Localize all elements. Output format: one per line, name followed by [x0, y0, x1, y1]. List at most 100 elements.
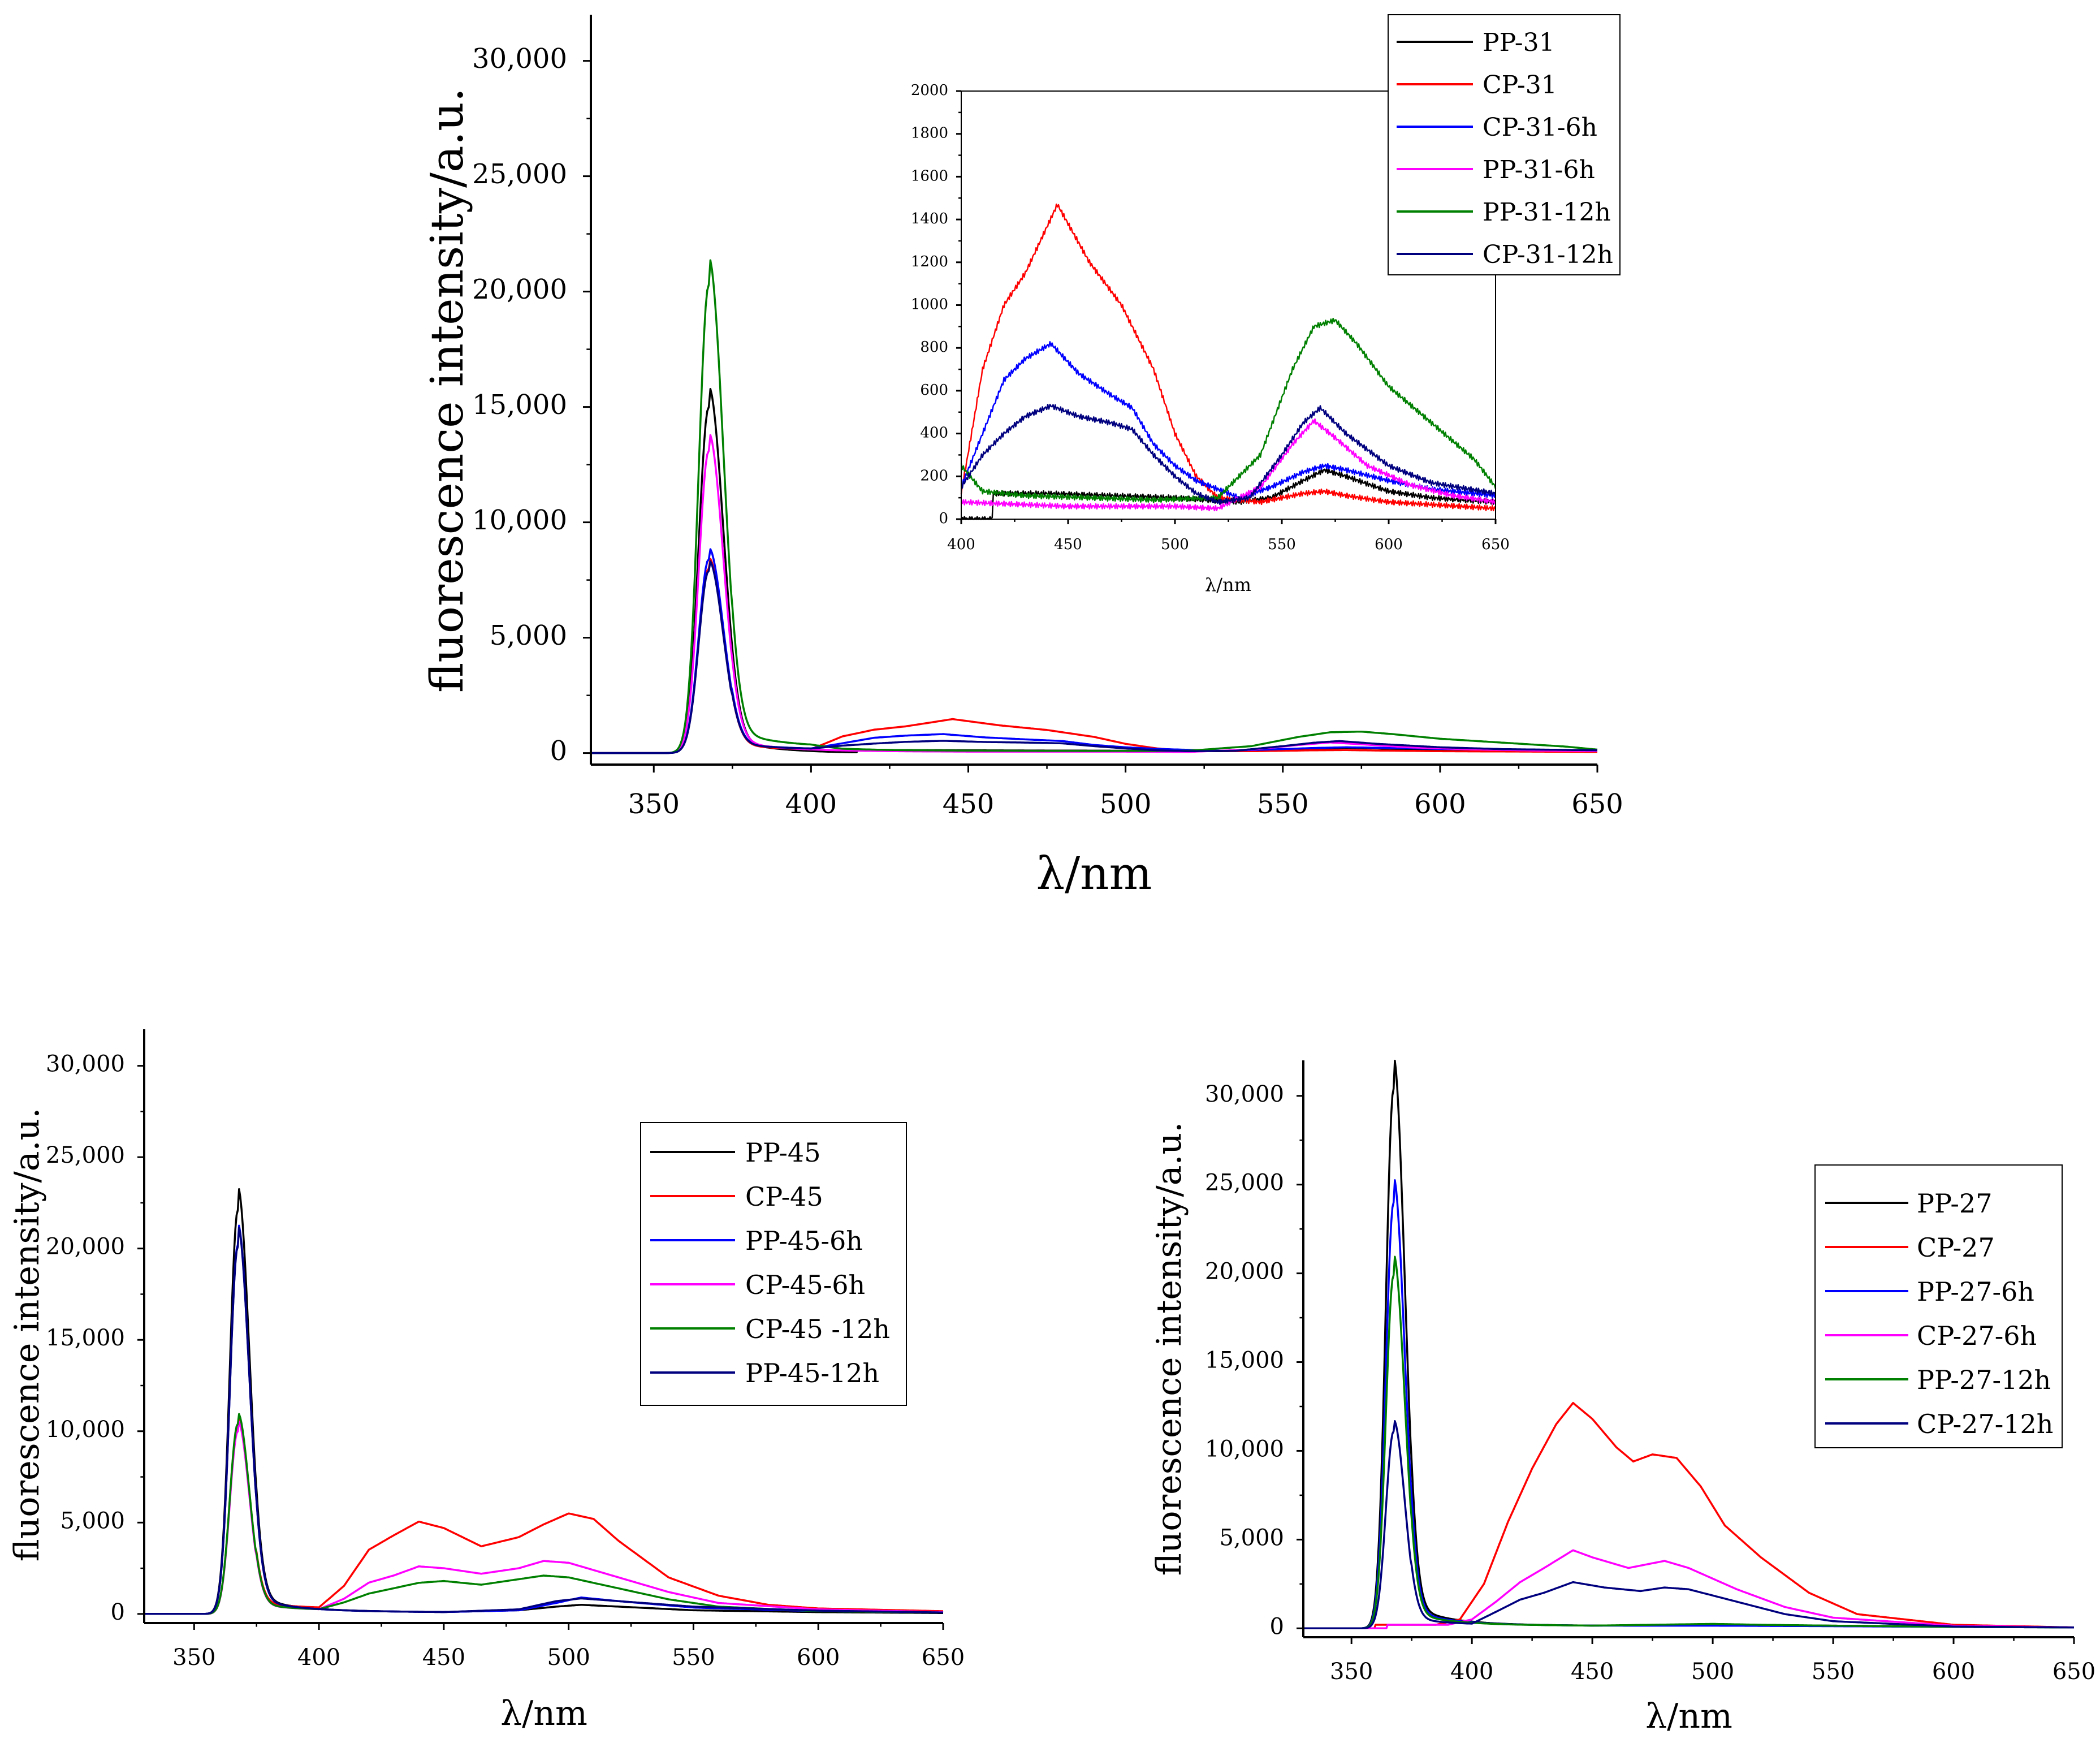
bottom-right-y-ticks: 0 5,000 10,000 15,000 20,000 25,000 30,000	[1205, 1081, 1303, 1639]
x-tick-label: 400	[1450, 1659, 1493, 1685]
y-tick-label: 2000	[911, 82, 948, 99]
legend-label: PP-31-6h	[1483, 156, 1595, 184]
y-tick-label: 15,000	[472, 389, 567, 421]
main-y-ticks: 0 5,000 10,000 15,000 20,000 25,000 30,000	[472, 43, 591, 767]
bottom-left-y-axis-title: fluorescence intensity/a.u.	[7, 1108, 47, 1562]
series-line	[1303, 1420, 2074, 1630]
legend-entry-cp-45: CP-45	[650, 1181, 823, 1212]
legend-entry-cp-27-12h: CP-27-12h	[1825, 1409, 2053, 1439]
main-legend: PP-31 CP-31 CP-31-6h PP-31-6h PP-31-12h …	[1388, 14, 1621, 275]
bottom-right-x-ticks: 350 400 450 500 550 600 650	[1330, 1637, 2095, 1685]
x-tick-label: 400	[785, 788, 837, 820]
y-tick-label: 30,000	[46, 1051, 125, 1077]
y-tick-label: 0	[550, 735, 567, 767]
y-tick-label: 1000	[911, 296, 948, 313]
legend-entry-cp-45-6h: CP-45-6h	[650, 1270, 865, 1300]
y-tick-label: 20,000	[46, 1234, 125, 1260]
legend-entry-cp-27: CP-27	[1825, 1232, 1995, 1263]
x-tick-label: 600	[797, 1645, 840, 1671]
legend-entry-pp-31-12h: PP-31-12h	[1397, 198, 1611, 227]
y-tick-label: 5,000	[60, 1508, 125, 1534]
y-tick-label: 1800	[911, 125, 948, 142]
x-tick-label: 400	[947, 536, 975, 553]
bottom-left-chart: 0 5,000 10,000 15,000 20,000 25,000 30,000 350…	[7, 1029, 965, 1733]
x-tick-label: 650	[1571, 788, 1623, 820]
legend-label: PP-45	[745, 1137, 820, 1168]
x-tick-label: 550	[1257, 788, 1309, 820]
legend-label: CP-27-6h	[1917, 1321, 2037, 1351]
x-tick-label: 450	[422, 1645, 465, 1671]
legend-entry-cp-31: CP-31	[1397, 71, 1557, 100]
y-tick-label: 0	[939, 510, 948, 527]
x-tick-label: 550	[1812, 1659, 1855, 1685]
series-line	[591, 560, 1597, 754]
y-tick-label: 200	[920, 467, 948, 484]
y-tick-label: 30,000	[1205, 1081, 1284, 1107]
y-tick-label: 400	[920, 425, 948, 442]
x-tick-label: 450	[1571, 1659, 1614, 1685]
legend-entry-cp-45-12h: CP-45 -12h	[650, 1314, 890, 1344]
y-tick-label: 30,000	[472, 43, 567, 75]
legend-label: CP-31-6h	[1483, 113, 1597, 142]
y-tick-label: 25,000	[1205, 1170, 1284, 1196]
legend-entry-pp-27-12h: PP-27-12h	[1825, 1365, 2051, 1395]
bottom-right-legend-frame	[1814, 1164, 2063, 1448]
y-tick-label: 25,000	[472, 158, 567, 190]
bottom-right-x-axis-title: λ/nm	[1645, 1697, 1732, 1736]
legend-label: CP-31-12h	[1483, 240, 1613, 269]
legend-label: PP-31-12h	[1483, 198, 1611, 227]
main-legend-frame	[1388, 14, 1621, 275]
series-line	[960, 317, 1497, 503]
legend-entry-pp-31: PP-31	[1397, 28, 1555, 57]
bottom-right-plot-area	[1303, 1059, 2074, 1630]
legend-label: PP-27-12h	[1917, 1365, 2051, 1395]
legend-label: CP-27-12h	[1917, 1409, 2053, 1439]
x-tick-label: 500	[547, 1645, 590, 1671]
series-line	[144, 1415, 943, 1615]
legend-entry-cp-31-12h: CP-31-12h	[1397, 240, 1613, 269]
legend-label: PP-27	[1917, 1188, 1992, 1219]
bottom-left-legend-frame	[640, 1122, 907, 1406]
inset-x-ticks: 400 450 500 550 600 650	[947, 519, 1510, 553]
bottom-right-chart: 0 5,000 10,000 15,000 20,000 25,000 30,000 350…	[1150, 1059, 2095, 1736]
main-x-ticks: 350 400 450 500 550 600 650	[628, 765, 1623, 820]
legend-entry-pp-45-12h: PP-45-12h	[650, 1358, 879, 1388]
legend-entry-pp-27: PP-27	[1825, 1188, 1992, 1219]
legend-label: CP-31	[1483, 71, 1557, 100]
y-tick-label: 10,000	[1205, 1436, 1284, 1462]
y-tick-label: 10,000	[46, 1417, 125, 1443]
legend-label: CP-45-6h	[745, 1270, 865, 1300]
x-tick-label: 350	[1330, 1659, 1373, 1685]
legend-entry-cp-27-6h: CP-27-6h	[1825, 1321, 2037, 1351]
series-line	[960, 403, 1497, 506]
y-tick-label: 600	[920, 382, 948, 399]
legend-label: PP-31	[1483, 28, 1555, 57]
legend-entry-cp-31-6h: CP-31-6h	[1397, 113, 1597, 142]
bottom-right-legend: PP-27 CP-27 PP-27-6h CP-27-6h PP-27-12h …	[1814, 1164, 2063, 1448]
x-tick-label: 450	[943, 788, 995, 820]
y-tick-label: 5,000	[490, 620, 567, 651]
y-tick-label: 20,000	[472, 274, 567, 305]
inset-x-axis-title: λ/nm	[1205, 574, 1251, 596]
bottom-right-y-axis-title: fluorescence intensity/a.u.	[1150, 1122, 1189, 1576]
y-tick-label: 1200	[911, 253, 948, 270]
main-chart: 0 5,000 10,000 15,000 20,000 25,000 30,000 350…	[421, 14, 1623, 900]
legend-entry-pp-45: PP-45	[650, 1137, 820, 1168]
x-tick-label: 500	[1100, 788, 1152, 820]
x-tick-label: 550	[672, 1645, 715, 1671]
x-tick-label: 650	[1481, 536, 1510, 553]
y-tick-label: 1400	[911, 210, 948, 227]
bottom-left-legend: PP-45 CP-45 PP-45-6h CP-45-6h CP-45 -12h…	[640, 1122, 907, 1406]
x-tick-label: 350	[628, 788, 680, 820]
legend-label: CP-45	[745, 1181, 823, 1212]
inset-plot-area	[960, 203, 1497, 520]
y-tick-label: 800	[920, 339, 948, 356]
y-tick-label: 5,000	[1219, 1525, 1284, 1551]
legend-entry-pp-27-6h: PP-27-6h	[1825, 1276, 2034, 1307]
inset-chart: 0 200 400 600 800 1000 1200 1400 1600 1800 2000 40…	[911, 82, 1510, 596]
legend-label: PP-45-6h	[745, 1226, 863, 1256]
legend-entry-pp-31-6h: PP-31-6h	[1397, 156, 1595, 184]
y-tick-label: 1600	[911, 167, 948, 184]
legend-label: PP-45-12h	[745, 1358, 879, 1388]
